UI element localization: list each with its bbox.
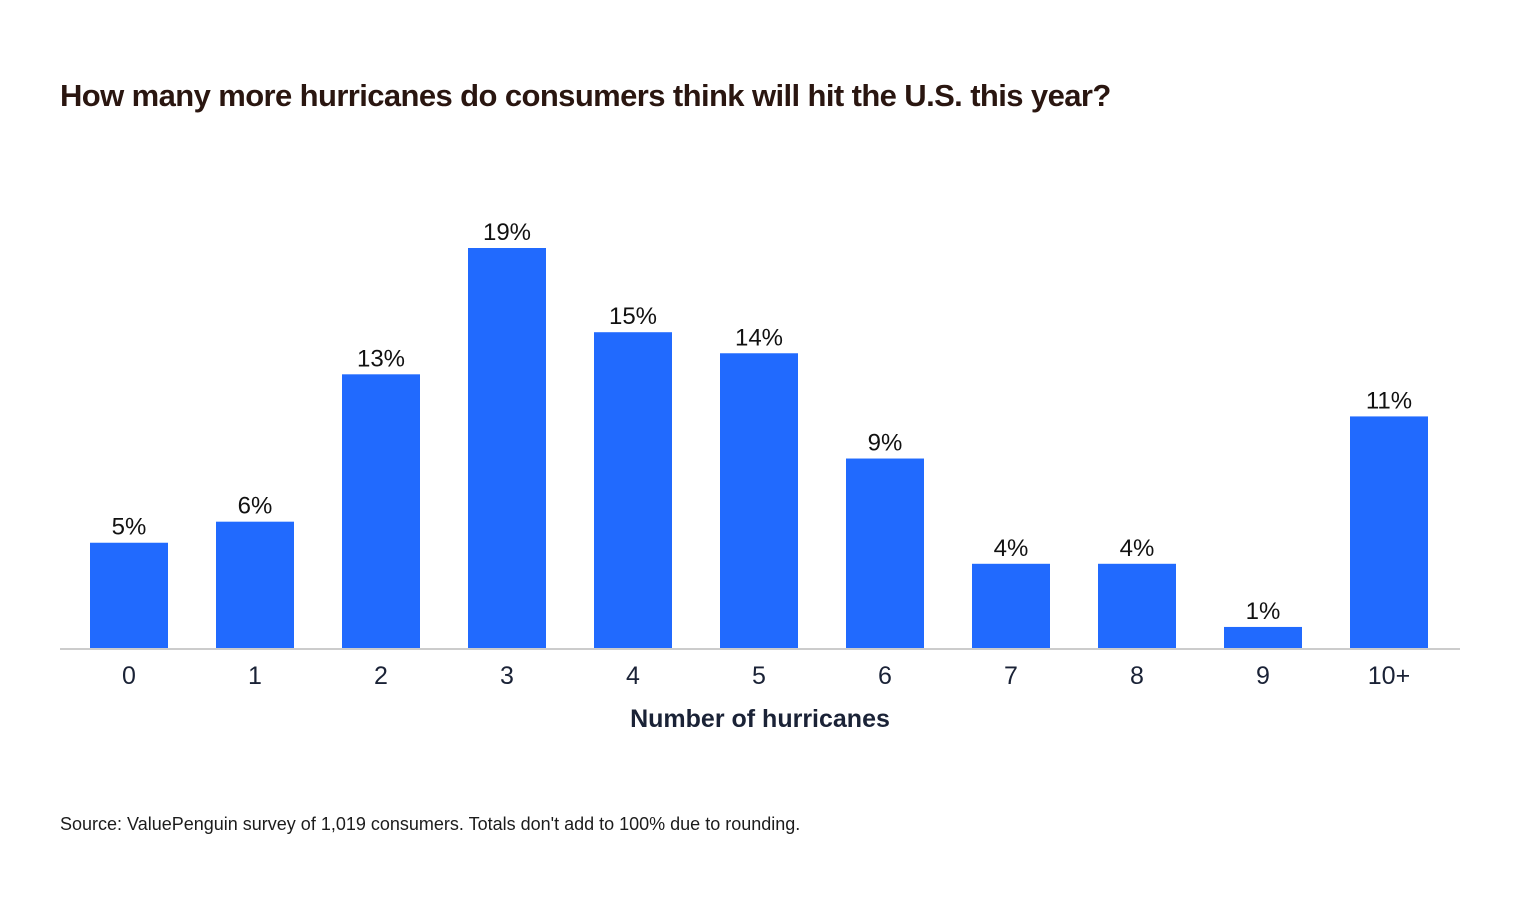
x-tick-label: 10+ bbox=[1368, 662, 1410, 690]
x-tick-label: 9 bbox=[1256, 662, 1270, 690]
x-tick-label: 4 bbox=[626, 662, 640, 690]
data-label: 13% bbox=[357, 345, 405, 372]
data-label: 14% bbox=[735, 324, 783, 351]
x-tick-label: 0 bbox=[122, 662, 136, 690]
data-label: 5% bbox=[112, 514, 147, 541]
bar-1 bbox=[216, 521, 294, 648]
bar-6 bbox=[846, 458, 924, 648]
bar-9 bbox=[1224, 626, 1302, 648]
bar-4 bbox=[594, 332, 672, 648]
bar-10+ bbox=[1350, 416, 1428, 648]
data-label: 11% bbox=[1366, 387, 1412, 414]
x-tick-label: 2 bbox=[374, 662, 388, 690]
x-tick-label: 6 bbox=[878, 662, 892, 690]
source-note: Source: ValuePenguin survey of 1,019 con… bbox=[60, 814, 801, 834]
bar-3 bbox=[468, 248, 546, 648]
bar-7 bbox=[972, 563, 1050, 648]
x-tick-label: 5 bbox=[752, 662, 766, 690]
data-label: 4% bbox=[994, 535, 1029, 562]
bar-2 bbox=[342, 374, 420, 648]
data-label: 15% bbox=[609, 303, 657, 330]
data-label: 6% bbox=[238, 493, 273, 520]
x-tick-label: 3 bbox=[500, 662, 514, 690]
data-label: 9% bbox=[868, 430, 903, 457]
bar-chart: 5% 0 6% 1 13% 2 19% 3 15% 4 14% 5 9% 6 4% 7 4% 8 1% 9 11% 10+… bbox=[60, 219, 1460, 733]
bar-5 bbox=[720, 353, 798, 648]
x-axis-title: Number of hurricanes bbox=[630, 705, 890, 733]
data-label: 1% bbox=[1246, 598, 1281, 625]
x-tick-label: 8 bbox=[1130, 662, 1144, 690]
data-label: 4% bbox=[1120, 535, 1155, 562]
bar-8 bbox=[1098, 563, 1176, 648]
bar-0 bbox=[90, 542, 168, 648]
data-label: 19% bbox=[483, 219, 531, 246]
chart-title: How many more hurricanes do consumers th… bbox=[60, 78, 1111, 113]
x-tick-label: 7 bbox=[1004, 662, 1018, 690]
x-tick-label: 1 bbox=[248, 662, 262, 690]
